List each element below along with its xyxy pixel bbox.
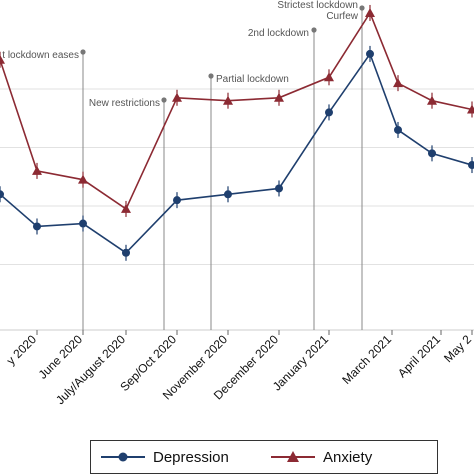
data-point-depression [428, 149, 436, 158]
data-point-depression [394, 125, 402, 134]
series-line-depression [0, 52, 473, 254]
x-tick-label: April 2021 [395, 332, 443, 380]
event-markers: t lockdown eases New restrictions Partial … [2, 0, 365, 330]
x-tick-label: y 2020 [4, 332, 40, 368]
data-point-anxiety [467, 104, 474, 114]
legend-label-anxiety: Anxiety [323, 448, 373, 466]
event-label: 2nd lockdown [248, 28, 309, 39]
data-point-depression [173, 196, 181, 205]
event-label: Strictest lockdown [277, 0, 358, 11]
legend-label-depression: Depression [153, 448, 229, 466]
event-dot [359, 5, 365, 11]
data-point-depression [79, 219, 87, 228]
data-point-depression [275, 184, 283, 193]
data-point-depression [325, 108, 333, 117]
data-point-anxiety [0, 54, 5, 64]
event-label: Partial lockdown [216, 74, 289, 85]
legend-item-depression: Depression [101, 441, 229, 473]
data-point-anxiety [274, 92, 284, 102]
x-tick-label: May 2 [441, 332, 474, 365]
data-point-depression [33, 222, 41, 231]
depression-swatch-icon [101, 452, 145, 462]
anxiety-swatch-icon [271, 451, 315, 462]
gridlines [0, 88, 474, 331]
x-tick-label: March 2021 [339, 332, 394, 387]
data-point-anxiety [223, 95, 233, 105]
series-lines [0, 11, 473, 254]
data-point-anxiety [393, 78, 403, 88]
data-point-anxiety [121, 203, 131, 213]
data-point-anxiety [32, 165, 42, 175]
event-dot [208, 73, 214, 79]
event-label: Curfew [326, 11, 358, 22]
event-dot [80, 49, 86, 55]
series-points [0, 4, 474, 261]
data-point-anxiety [427, 95, 437, 105]
legend-item-anxiety: Anxiety [271, 441, 372, 473]
data-point-depression [366, 49, 374, 58]
data-point-depression [122, 248, 130, 257]
data-point-anxiety [365, 7, 375, 17]
data-point-anxiety [78, 174, 88, 184]
data-point-depression [0, 190, 4, 199]
legend: Depression Anxiety [90, 440, 438, 474]
data-point-anxiety [172, 92, 182, 102]
series-line-anxiety [0, 11, 473, 211]
data-point-anxiety [324, 72, 334, 82]
data-point-depression [224, 190, 232, 199]
event-label: New restrictions [89, 98, 160, 109]
event-dot [161, 97, 167, 103]
event-label: t lockdown eases [2, 50, 79, 61]
data-point-depression [468, 161, 474, 170]
event-dot [311, 27, 317, 33]
